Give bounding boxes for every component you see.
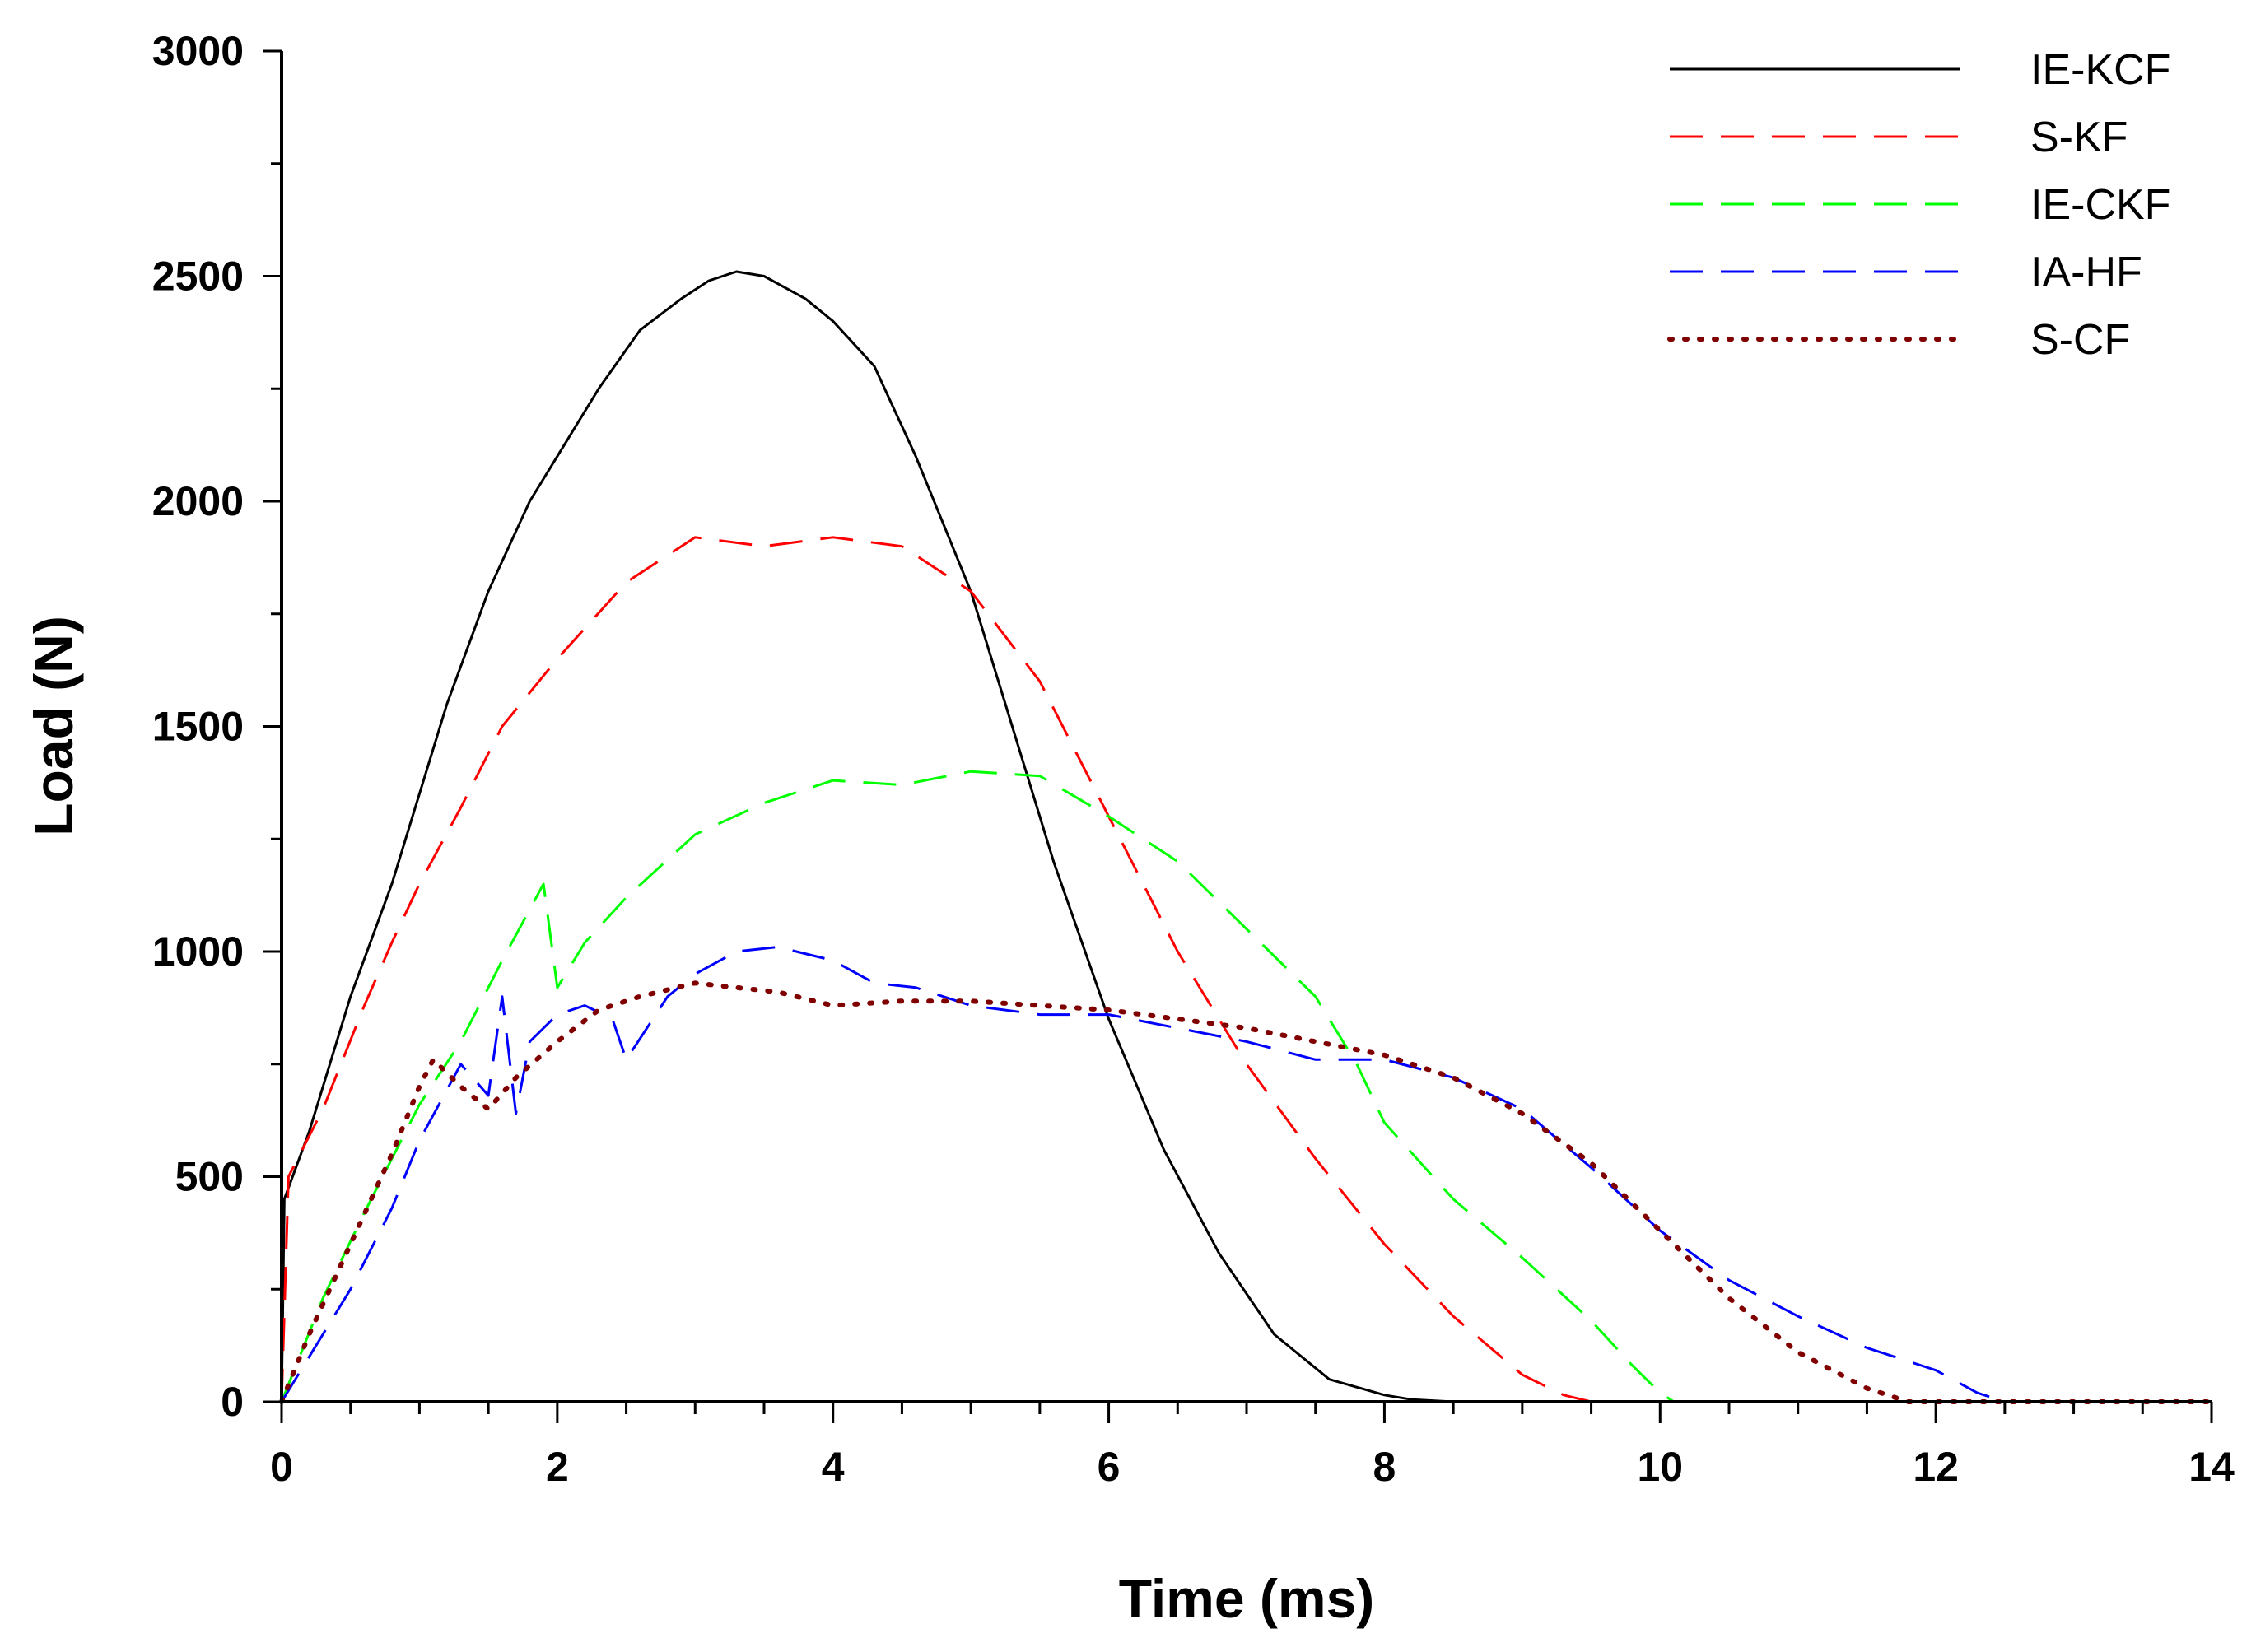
- series-line-ia-hf: [280, 946, 2212, 1403]
- x-tick-label: 8: [1373, 1444, 1396, 1490]
- series-line-s-kf: [280, 536, 2212, 1403]
- x-tick-label: 12: [1913, 1444, 1959, 1490]
- legend: IE-KCF S-KF IE-CKF IA-HF S-CF: [1667, 46, 2170, 364]
- y-tick-label: 3000: [152, 28, 244, 74]
- y-tick-label: 2500: [152, 254, 244, 300]
- y-axis-title: Load (N): [23, 616, 84, 836]
- series-line-ie-ckf: [280, 770, 2212, 1403]
- x-tick-label: 2: [546, 1444, 569, 1490]
- x-tick-label: 0: [270, 1444, 293, 1490]
- ticks: 0 2 4 6 8 10 12 14 0 500 1000 1500 2000 2500 3000: [152, 28, 2235, 1490]
- legend-label-s-cf: S-CF: [2030, 316, 2130, 364]
- x-axis-title: Time (ms): [1119, 1568, 1375, 1629]
- legend-label-s-kf: S-KF: [2030, 114, 2128, 161]
- x-tick-label: 4: [822, 1444, 845, 1490]
- x-tick-label: 10: [1637, 1444, 1683, 1490]
- x-tick-label: 14: [2188, 1444, 2235, 1490]
- y-tick-label: 2000: [152, 478, 244, 524]
- legend-label-ia-hf: IA-HF: [2030, 249, 2142, 296]
- y-tick-label: 1000: [152, 928, 244, 975]
- x-tick-label: 6: [1098, 1444, 1121, 1490]
- y-tick-label: 500: [175, 1154, 244, 1200]
- y-tick-label: 0: [221, 1379, 244, 1425]
- y-tick-label: 1500: [152, 704, 244, 750]
- legend-label-ie-kcf: IE-KCF: [2030, 46, 2170, 94]
- legend-label-ie-ckf: IE-CKF: [2030, 181, 2170, 229]
